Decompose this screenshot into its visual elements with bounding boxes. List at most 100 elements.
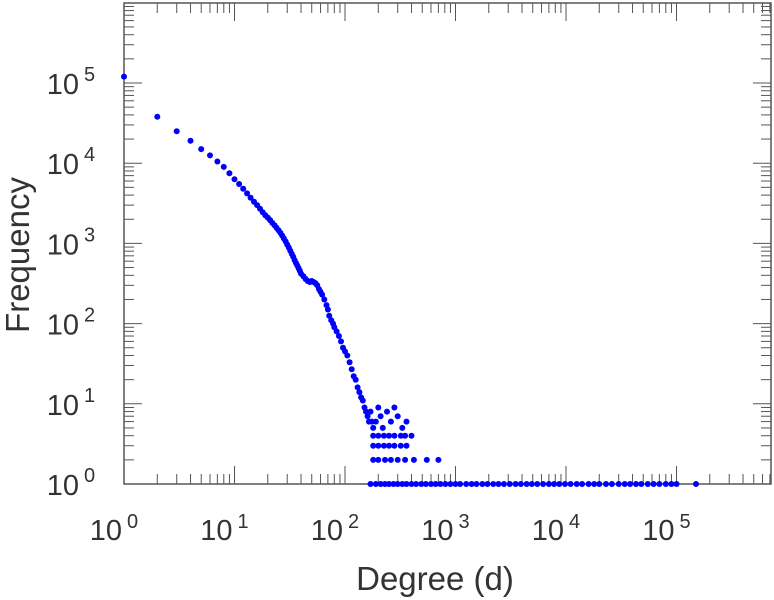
data-point — [506, 481, 513, 487]
data-point — [370, 432, 377, 439]
y-tick-label-exponent: 5 — [84, 64, 95, 86]
data-point — [693, 481, 699, 487]
data-point — [231, 176, 238, 183]
y-tick-label-base: 10 — [47, 69, 79, 101]
data-point — [638, 481, 645, 487]
data-point — [364, 413, 371, 420]
data-point — [321, 296, 328, 303]
data-point — [403, 442, 410, 449]
data-point — [479, 481, 486, 487]
data-point — [608, 481, 615, 487]
data-point — [408, 481, 415, 487]
data-point — [528, 481, 535, 487]
data-point — [556, 481, 563, 487]
data-point — [348, 366, 355, 373]
x-tick-label-base: 10 — [421, 515, 453, 547]
data-point — [447, 481, 454, 487]
data-point — [326, 312, 333, 319]
data-point — [333, 328, 340, 335]
data-point — [391, 404, 398, 411]
data-point — [397, 432, 404, 439]
y-tick-label-exponent: 2 — [84, 305, 95, 327]
data-point — [367, 408, 374, 415]
data-point — [633, 481, 639, 487]
data-point — [402, 432, 409, 439]
y-tick-label-base: 10 — [47, 149, 79, 181]
data-point — [382, 456, 388, 463]
data-point — [380, 432, 387, 439]
x-tick-labels: 10 0 10 1 10 2 10 3 10 4 10 5 — [90, 511, 691, 547]
y-tick-label-exponent: 3 — [84, 224, 95, 246]
data-point — [387, 456, 394, 463]
data-point — [247, 194, 254, 201]
data-point — [402, 456, 409, 463]
data-point — [397, 442, 404, 449]
plot-frame — [123, 2, 772, 485]
data-point — [244, 190, 251, 197]
x-tick-label-base: 10 — [311, 515, 343, 547]
data-point — [367, 481, 374, 487]
data-point — [352, 376, 359, 383]
data-point — [579, 481, 586, 487]
data-point — [432, 481, 439, 487]
data-point — [418, 481, 425, 487]
data-point — [187, 137, 194, 144]
data-point — [423, 456, 430, 463]
data-point — [540, 481, 547, 487]
data-point — [154, 113, 161, 120]
data-point — [240, 185, 247, 192]
data-point — [394, 456, 401, 463]
axis-ticks — [123, 3, 771, 485]
data-points — [121, 73, 699, 487]
data-point — [399, 481, 406, 487]
data-point — [394, 413, 401, 420]
data-point — [662, 481, 669, 487]
x-axis-title: Degree (d) — [356, 560, 514, 597]
data-point — [386, 442, 392, 449]
data-point — [490, 481, 497, 487]
data-point — [394, 481, 401, 487]
data-point — [344, 352, 351, 359]
y-tick-label-base: 10 — [47, 470, 79, 502]
y-axis-title: Frequency — [0, 177, 36, 333]
data-point — [338, 338, 344, 345]
data-point — [346, 359, 353, 366]
data-point — [545, 481, 552, 487]
data-point — [387, 418, 394, 425]
data-point — [391, 442, 398, 449]
x-tick-label-exponent: 0 — [127, 511, 138, 533]
data-point — [377, 481, 384, 487]
data-point — [391, 432, 398, 439]
data-point — [375, 404, 382, 411]
data-point — [621, 481, 628, 487]
data-point — [207, 152, 213, 159]
data-point — [354, 384, 361, 391]
data-point — [627, 481, 634, 487]
data-point — [523, 481, 530, 487]
data-point — [410, 456, 417, 463]
y-tick-label-base: 10 — [47, 390, 79, 422]
data-point — [437, 481, 444, 487]
data-point — [442, 481, 449, 487]
x-tick-label-exponent: 2 — [348, 511, 359, 533]
data-point — [356, 389, 363, 396]
data-point — [375, 456, 382, 463]
data-point — [379, 424, 386, 431]
x-tick-label-exponent: 1 — [238, 511, 249, 533]
data-point — [363, 408, 369, 415]
data-point — [359, 397, 366, 404]
data-point — [495, 481, 502, 487]
data-point — [372, 481, 379, 487]
data-point — [567, 481, 574, 487]
data-point — [413, 481, 420, 487]
y-tick-label-exponent: 4 — [84, 144, 95, 166]
data-point — [668, 481, 675, 487]
data-point — [473, 481, 480, 487]
data-point — [468, 481, 475, 487]
data-point — [121, 73, 127, 80]
data-point — [656, 481, 663, 487]
y-tick-label-base: 10 — [47, 229, 79, 261]
data-point — [534, 481, 541, 487]
